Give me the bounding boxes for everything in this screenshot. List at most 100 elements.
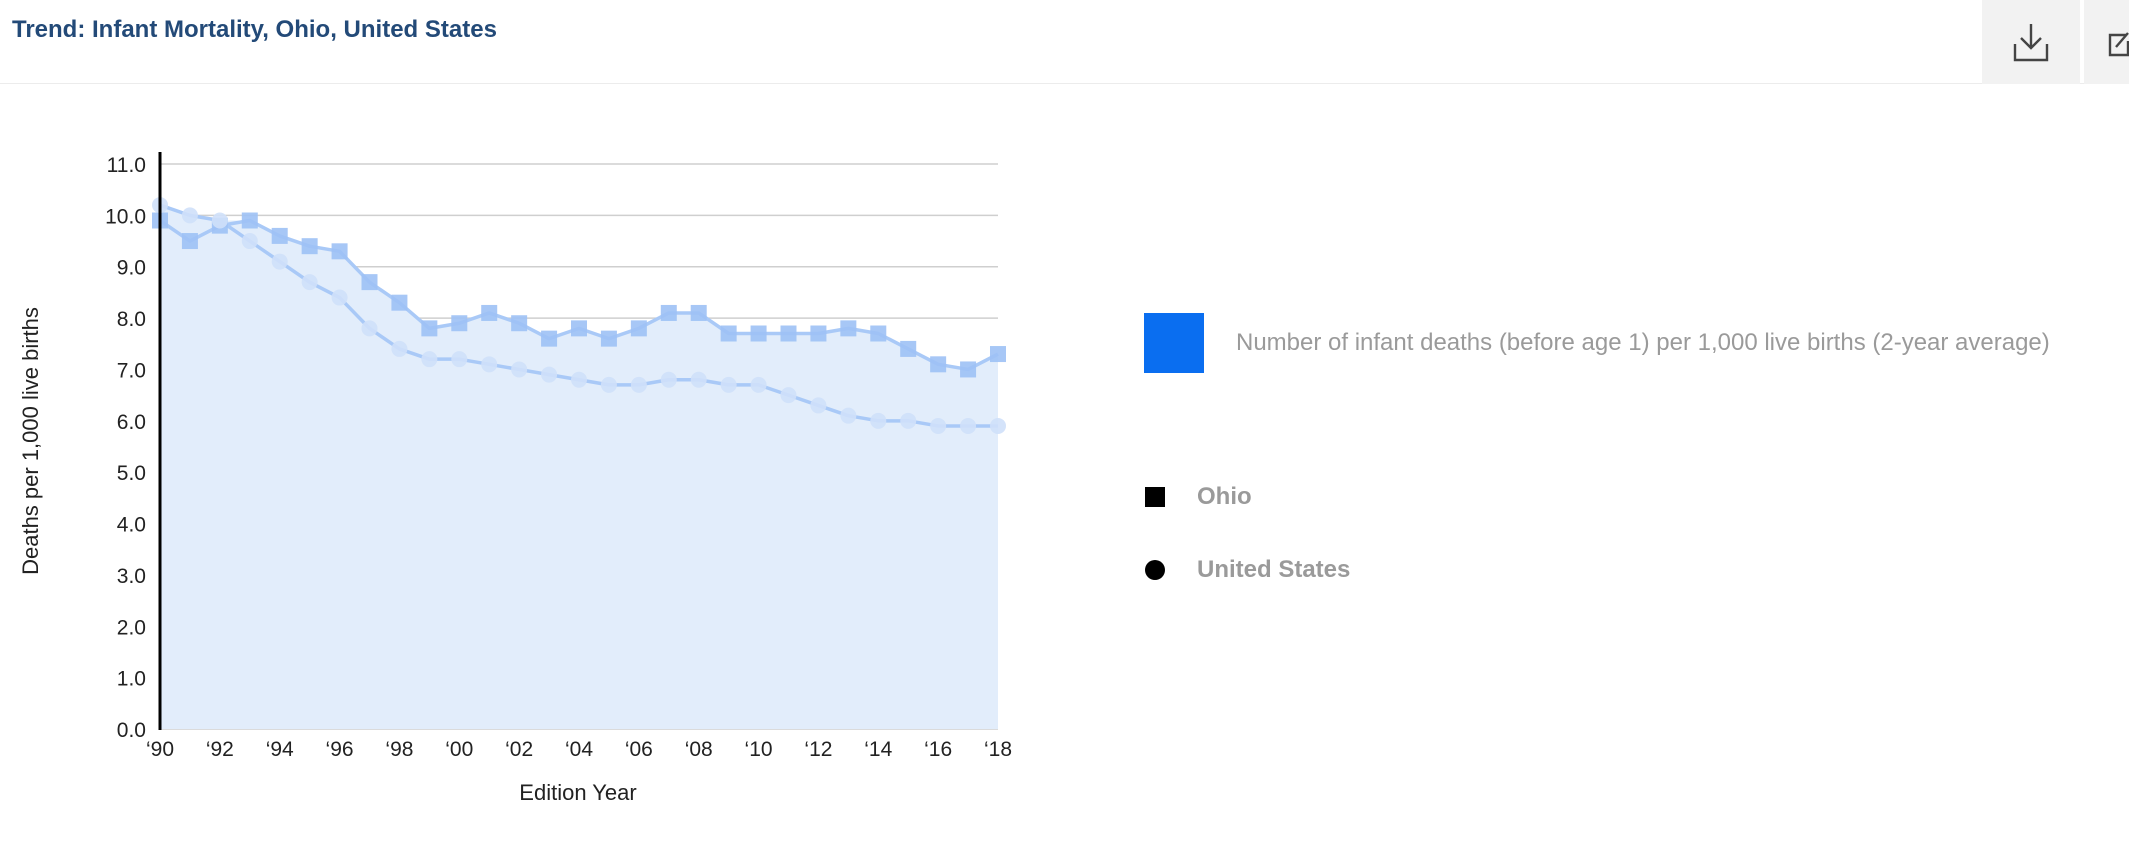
data-point-ohio[interactable] [900, 340, 917, 357]
data-point-united-states[interactable] [690, 371, 707, 388]
data-point-ohio[interactable] [660, 304, 677, 321]
data-point-united-states[interactable] [750, 376, 767, 393]
data-point-ohio[interactable] [421, 320, 438, 337]
y-axis-label: Deaths per 1,000 live births [18, 307, 43, 575]
y-tick-label: 1.0 [117, 668, 146, 691]
data-point-ohio[interactable] [960, 361, 977, 378]
x-tick-label: ‘16 [924, 738, 952, 761]
data-point-united-states[interactable] [241, 233, 258, 250]
y-tick-label: 7.0 [117, 359, 146, 382]
download-icon [2013, 24, 2049, 62]
data-point-united-states[interactable] [511, 361, 528, 378]
data-point-united-states[interactable] [960, 417, 977, 434]
x-tick-label: ‘94 [266, 738, 294, 761]
data-point-ohio[interactable] [990, 346, 1006, 363]
data-point-ohio[interactable] [630, 320, 647, 337]
y-tick-label: 3.0 [117, 565, 146, 588]
page-title: Trend: Infant Mortality, Ohio, United St… [12, 16, 497, 43]
data-point-united-states[interactable] [181, 207, 198, 224]
legend-label-united-states: United States [1197, 556, 1351, 583]
data-point-united-states[interactable] [990, 417, 1006, 434]
x-tick-label: ‘96 [326, 738, 354, 761]
y-tick-label: 6.0 [117, 411, 146, 434]
x-tick-label: ‘06 [625, 738, 653, 761]
data-point-united-states[interactable] [900, 412, 917, 429]
data-point-ohio[interactable] [571, 320, 587, 337]
data-point-united-states[interactable] [331, 289, 348, 306]
data-point-united-states[interactable] [571, 371, 587, 388]
data-point-united-states[interactable] [720, 376, 737, 393]
external-link-icon [2108, 32, 2129, 57]
area-fill [160, 205, 998, 729]
data-point-ohio[interactable] [750, 325, 767, 342]
data-point-ohio[interactable] [780, 325, 797, 342]
y-tick-label: 8.0 [117, 308, 146, 331]
data-point-ohio[interactable] [511, 315, 528, 332]
share-button[interactable] [2084, 0, 2129, 84]
data-point-ohio[interactable] [810, 325, 827, 342]
data-point-ohio[interactable] [481, 304, 498, 321]
y-tick-label: 4.0 [117, 514, 146, 537]
data-point-ohio[interactable] [301, 238, 318, 255]
data-point-united-states[interactable] [840, 407, 857, 424]
legend-swatch [1144, 313, 1204, 373]
data-point-united-states[interactable] [930, 417, 947, 434]
data-point-ohio[interactable] [241, 212, 258, 229]
data-point-ohio[interactable] [870, 325, 887, 342]
chart-legend: Number of infant deaths (before age 1) p… [1144, 300, 2124, 600]
x-axis-label: Edition Year [519, 780, 636, 805]
data-point-united-states[interactable] [481, 356, 498, 373]
data-point-ohio[interactable] [600, 330, 617, 347]
x-tick-label: ‘90 [146, 738, 174, 761]
y-tick-label: 5.0 [117, 462, 146, 485]
data-point-ohio[interactable] [361, 274, 378, 291]
legend-item-united-states: United States [1144, 556, 1350, 584]
legend-area-label: Number of infant deaths (before age 1) p… [1236, 329, 2050, 356]
x-tick-label: ‘92 [206, 738, 234, 761]
square-marker-icon [1145, 487, 1165, 507]
data-point-united-states[interactable] [600, 376, 617, 393]
x-tick-label: ‘02 [505, 738, 533, 761]
data-point-united-states[interactable] [810, 397, 827, 414]
data-point-united-states[interactable] [421, 351, 438, 368]
line-chart: 0.0 1.0 2.0 3.0 4.0 5.0 6.0 7.0 8.0 9.0 10.0 11.0 ‘… [18, 152, 1012, 805]
data-point-ohio[interactable] [930, 356, 947, 373]
data-point-united-states[interactable] [271, 253, 288, 270]
x-tick-label: ‘18 [984, 738, 1012, 761]
data-point-united-states[interactable] [361, 320, 378, 337]
data-point-united-states[interactable] [211, 212, 228, 229]
x-tick-label: ‘12 [804, 738, 832, 761]
data-point-united-states[interactable] [630, 376, 647, 393]
legend-item-area: Number of infant deaths (before age 1) p… [1144, 313, 2050, 373]
legend-item-ohio: Ohio [1144, 483, 1252, 511]
y-tick-label: 11.0 [107, 154, 146, 177]
data-point-united-states[interactable] [870, 412, 887, 429]
data-point-united-states[interactable] [451, 351, 468, 368]
data-point-ohio[interactable] [720, 325, 737, 342]
x-tick-label: ‘04 [565, 738, 593, 761]
data-point-ohio[interactable] [840, 320, 857, 337]
data-point-ohio[interactable] [690, 304, 707, 321]
y-tick-label: 0.0 [117, 719, 146, 742]
data-point-ohio[interactable] [181, 233, 198, 250]
chart-header: Trend: Infant Mortality, Ohio, United St… [0, 0, 2129, 84]
x-tick-label: ‘10 [745, 738, 773, 761]
data-point-united-states[interactable] [780, 387, 797, 404]
data-point-united-states[interactable] [660, 371, 677, 388]
download-button[interactable] [1982, 0, 2080, 84]
data-point-united-states[interactable] [391, 340, 408, 357]
data-point-united-states[interactable] [301, 274, 318, 291]
x-tick-label: ‘14 [864, 738, 892, 761]
x-tick-label: ‘98 [385, 738, 413, 761]
data-point-ohio[interactable] [271, 227, 288, 244]
data-point-ohio[interactable] [331, 243, 348, 260]
data-point-ohio[interactable] [391, 294, 408, 311]
data-point-ohio[interactable] [541, 330, 558, 347]
data-point-united-states[interactable] [541, 366, 558, 383]
x-tick-label: ‘08 [685, 738, 713, 761]
legend-label-ohio: Ohio [1197, 483, 1252, 510]
x-tick-label: ‘00 [445, 738, 473, 761]
circle-marker-icon [1145, 560, 1165, 580]
y-tick-label: 2.0 [117, 616, 146, 639]
data-point-ohio[interactable] [451, 315, 468, 332]
